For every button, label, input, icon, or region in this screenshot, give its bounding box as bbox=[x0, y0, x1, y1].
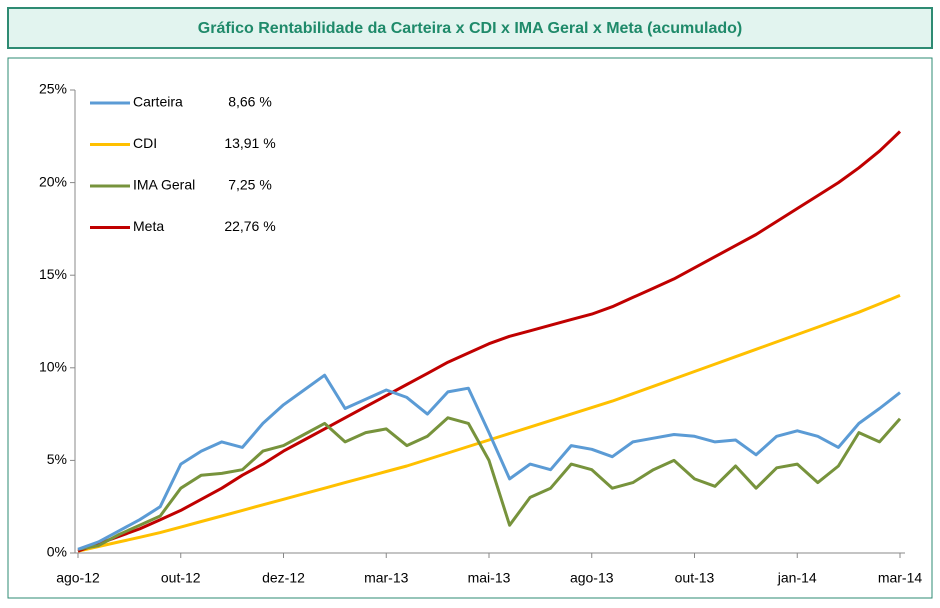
x-tick-label: jan-14 bbox=[777, 570, 817, 586]
legend-label: Meta bbox=[133, 218, 164, 234]
series-line bbox=[77, 416, 902, 551]
x-tick-label: mar-14 bbox=[878, 570, 923, 586]
x-tick-label: out-12 bbox=[161, 570, 201, 586]
y-tick-label: 25% bbox=[39, 81, 67, 97]
legend-value: 13,91 % bbox=[224, 135, 275, 151]
legend-label: CDI bbox=[133, 135, 157, 151]
x-tick-label: mai-13 bbox=[468, 570, 511, 586]
x-tick-label: dez-12 bbox=[262, 570, 305, 586]
chart-frame bbox=[7, 57, 933, 599]
y-tick-label: 10% bbox=[39, 359, 67, 375]
legend-value: 8,66 % bbox=[228, 94, 272, 110]
title-banner bbox=[7, 7, 933, 49]
legend-value: 22,76 % bbox=[224, 218, 275, 234]
series-line bbox=[77, 373, 901, 551]
x-tick-label: out-13 bbox=[675, 570, 715, 586]
legend-label: Carteira bbox=[133, 94, 183, 110]
y-tick-label: 20% bbox=[39, 173, 67, 189]
y-tick-label: 15% bbox=[39, 266, 67, 282]
legend-value: 7,25 % bbox=[228, 177, 272, 193]
series-line bbox=[77, 130, 902, 553]
x-tick-label: ago-13 bbox=[570, 570, 614, 586]
x-tick-label: mar-13 bbox=[364, 570, 409, 586]
y-tick-label: 0% bbox=[47, 544, 67, 560]
series-line bbox=[77, 294, 901, 553]
chart-title: Gráfico Rentabilidade da Carteira x CDI … bbox=[198, 20, 742, 37]
x-tick-label: ago-12 bbox=[56, 570, 100, 586]
y-tick-label: 5% bbox=[47, 451, 67, 467]
legend-label: IMA Geral bbox=[133, 177, 195, 193]
